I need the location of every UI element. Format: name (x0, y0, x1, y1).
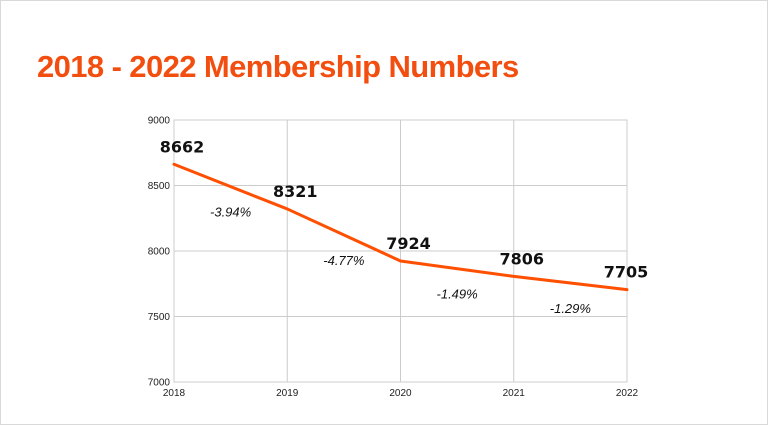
series-line (172, 162, 629, 292)
x-tick-label: 2018 (163, 388, 186, 399)
x-tick-label: 2019 (276, 388, 299, 399)
slide-title: 2018 - 2022 Membership Numbers (37, 49, 519, 84)
y-tick-label: 8000 (148, 247, 171, 258)
x-tick-label: 2020 (389, 388, 412, 399)
change-annotation: -3.94% (210, 205, 251, 220)
y-tick-label: 8500 (148, 181, 171, 192)
data-label: 7924 (386, 234, 431, 253)
data-label: 8321 (273, 182, 318, 201)
y-tick-label: 9000 (148, 116, 171, 127)
data-label: 7705 (604, 263, 649, 282)
data-label: 7806 (499, 249, 544, 268)
change-annotation: -1.49% (437, 287, 478, 302)
change-annotation: -4.77% (323, 253, 364, 268)
change-annotation: -1.29% (550, 301, 591, 316)
y-tick-label: 7000 (148, 378, 171, 389)
x-tick-label: 2022 (616, 388, 639, 399)
data-label: 8662 (160, 137, 205, 156)
x-tick-label: 2021 (503, 388, 526, 399)
y-tick-label: 7500 (148, 312, 171, 323)
